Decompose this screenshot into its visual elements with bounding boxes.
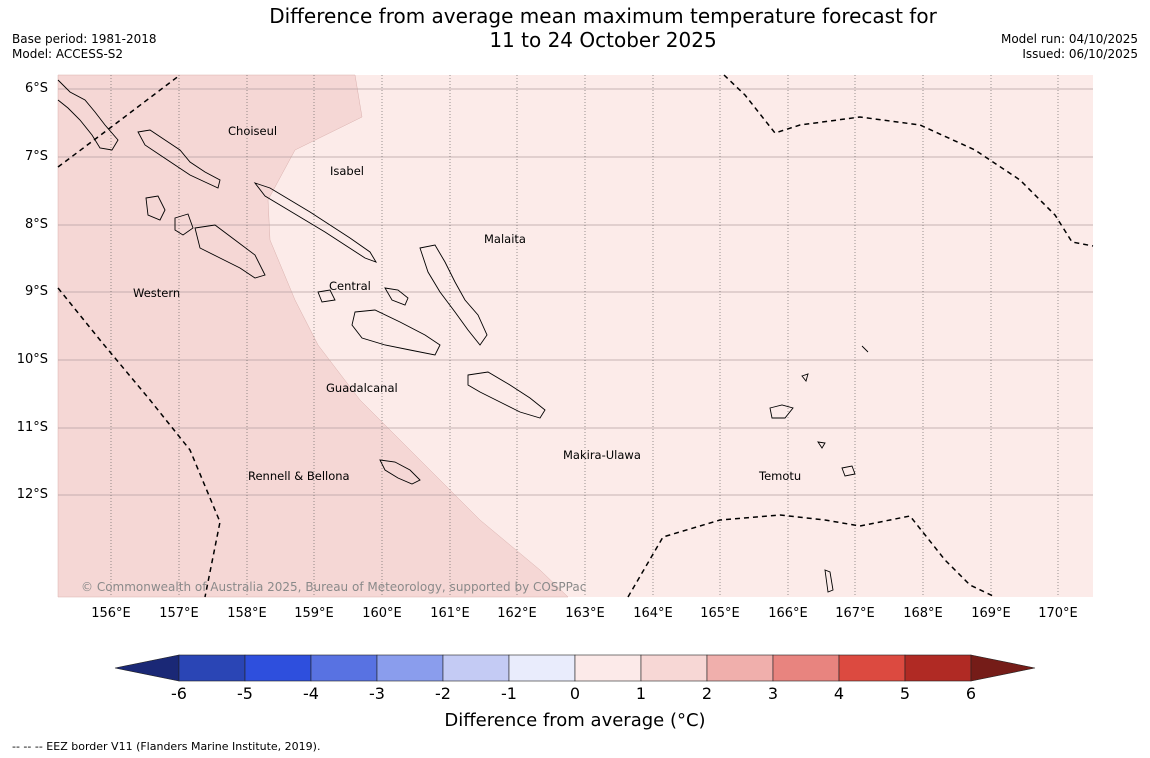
island-tikopia — [824, 569, 834, 593]
colorbar-tick-1: 1 — [635, 684, 647, 703]
colorbar-bin-1 — [178, 654, 246, 682]
issued-date: Issued: 06/10/2025 — [1022, 47, 1138, 61]
province-label-temotu: Temotu — [759, 469, 802, 483]
colorbar-tick-minus-4: -4 — [303, 684, 319, 703]
lon-label-169e: 169°E — [971, 606, 1011, 621]
province-label-rennell-bellona: Rennell & Bellona — [248, 469, 350, 483]
model-name: Model: ACCESS-S2 — [12, 47, 124, 61]
colorbar-tick-2: 2 — [701, 684, 713, 703]
lon-label-168e: 168°E — [903, 606, 943, 621]
colorbar-bin-12 — [904, 654, 972, 682]
islands — [57, 79, 869, 593]
province-label-choiseul: Choiseul — [228, 124, 278, 138]
colorbar-tick-3: 3 — [767, 684, 779, 703]
island-guadalcanal — [351, 309, 441, 356]
island-isabel — [253, 182, 378, 263]
island-savo — [384, 287, 409, 306]
province-label-isabel: Isabel — [330, 164, 365, 178]
colorbar-bin-6 — [508, 654, 576, 682]
copyright-notice: © Commonwealth of Australia 2025, Bureau… — [81, 580, 587, 594]
island-utupua — [817, 441, 826, 449]
colorbar-tick-minus-2: -2 — [435, 684, 451, 703]
island-santa-cruz — [769, 404, 794, 419]
island-florida — [317, 289, 336, 303]
colorbar-bin-7 — [574, 654, 642, 682]
lon-label-161e: 161°E — [430, 606, 470, 621]
lat-label-6s: 6°S — [24, 81, 48, 96]
colorbar-bin-4 — [376, 654, 444, 682]
island-vanikoro — [841, 465, 856, 477]
island-new-georgia-1 — [145, 195, 166, 221]
anomaly-region-1-to-2 — [57, 74, 569, 598]
lon-label-162e: 162°E — [497, 606, 537, 621]
lon-label-164e: 164°E — [633, 606, 673, 621]
colorbar-tick-4: 4 — [833, 684, 845, 703]
chart-title: Difference from average mean maximum tem… — [0, 4, 1150, 52]
metadata-right: Model run: 04/10/2025 Issued: 06/10/2025 — [1001, 32, 1138, 62]
province-label-western: Western — [133, 286, 181, 300]
colorbar-bin-5 — [442, 654, 510, 682]
colorbar-bin-2 — [244, 654, 312, 682]
lon-label-159e: 159°E — [294, 606, 334, 621]
metadata-left: Base period: 1981-2018 Model: ACCESS-S2 — [12, 32, 157, 62]
colorbar-bin-11 — [838, 654, 906, 682]
base-period: Base period: 1981-2018 — [12, 32, 157, 46]
latitude-gridlines — [58, 88, 1093, 496]
colorbar-bin-10 — [772, 654, 840, 682]
colorbar-tick-minus-6: -6 — [171, 684, 187, 703]
island-new-georgia-2 — [174, 213, 194, 236]
lon-label-166e: 166°E — [768, 606, 808, 621]
lat-label-8s: 8°S — [24, 217, 48, 232]
title-line-2: 11 to 24 October 2025 — [489, 28, 717, 52]
lon-label-170e: 170°E — [1038, 606, 1078, 621]
eez-borders — [57, 74, 1094, 598]
island-rennell — [379, 459, 421, 485]
lon-label-167e: 167°E — [835, 606, 875, 621]
colorbar-tick-0: 0 — [569, 684, 581, 703]
lat-label-12s: 12°S — [16, 487, 48, 502]
lon-label-157e: 157°E — [159, 606, 199, 621]
title-line-1: Difference from average mean maximum tem… — [269, 4, 937, 28]
province-label-makira-ulawa: Makira-Ulawa — [563, 448, 641, 462]
island-makira — [467, 371, 546, 419]
colorbar-tick-5: 5 — [899, 684, 911, 703]
island-bougainville — [57, 79, 119, 151]
colorbar-tick-minus-3: -3 — [369, 684, 385, 703]
island-ontong-java — [861, 345, 869, 353]
colorbar-tick-minus-1: -1 — [501, 684, 517, 703]
island-malaita — [419, 244, 488, 346]
model-run-date: Model run: 04/10/2025 — [1000, 32, 1138, 46]
colorbar — [114, 654, 1036, 682]
province-label-malaita: Malaita — [484, 232, 526, 246]
colorbar-low-extend — [114, 654, 180, 682]
lat-label-10s: 10°S — [16, 352, 48, 367]
lon-label-160e: 160°E — [362, 606, 402, 621]
colorbar-tick-minus-5: -5 — [237, 684, 253, 703]
island-duff — [801, 373, 809, 382]
lon-label-158e: 158°E — [227, 606, 267, 621]
lon-label-156e: 156°E — [91, 606, 131, 621]
island-new-georgia-3 — [194, 224, 266, 279]
longitude-gridlines — [110, 75, 1059, 597]
colorbar-tick-6: 6 — [965, 684, 977, 703]
colorbar-bin-8 — [640, 654, 708, 682]
province-label-guadalcanal: Guadalcanal — [326, 381, 398, 395]
island-choiseul — [137, 129, 221, 189]
colorbar-bin-3 — [310, 654, 378, 682]
lon-label-163e: 163°E — [565, 606, 605, 621]
colorbar-bin-9 — [706, 654, 774, 682]
eez-footnote: -- -- -- EEZ border V11 (Flanders Marine… — [12, 740, 321, 753]
lat-label-11s: 11°S — [16, 420, 48, 435]
lat-label-7s: 7°S — [24, 149, 48, 164]
lat-label-9s: 9°S — [24, 284, 48, 299]
colorbar-title: Difference from average (°C) — [444, 710, 706, 731]
province-label-central: Central — [329, 279, 371, 293]
colorbar-high-extend — [970, 654, 1036, 682]
lon-label-165e: 165°E — [700, 606, 740, 621]
